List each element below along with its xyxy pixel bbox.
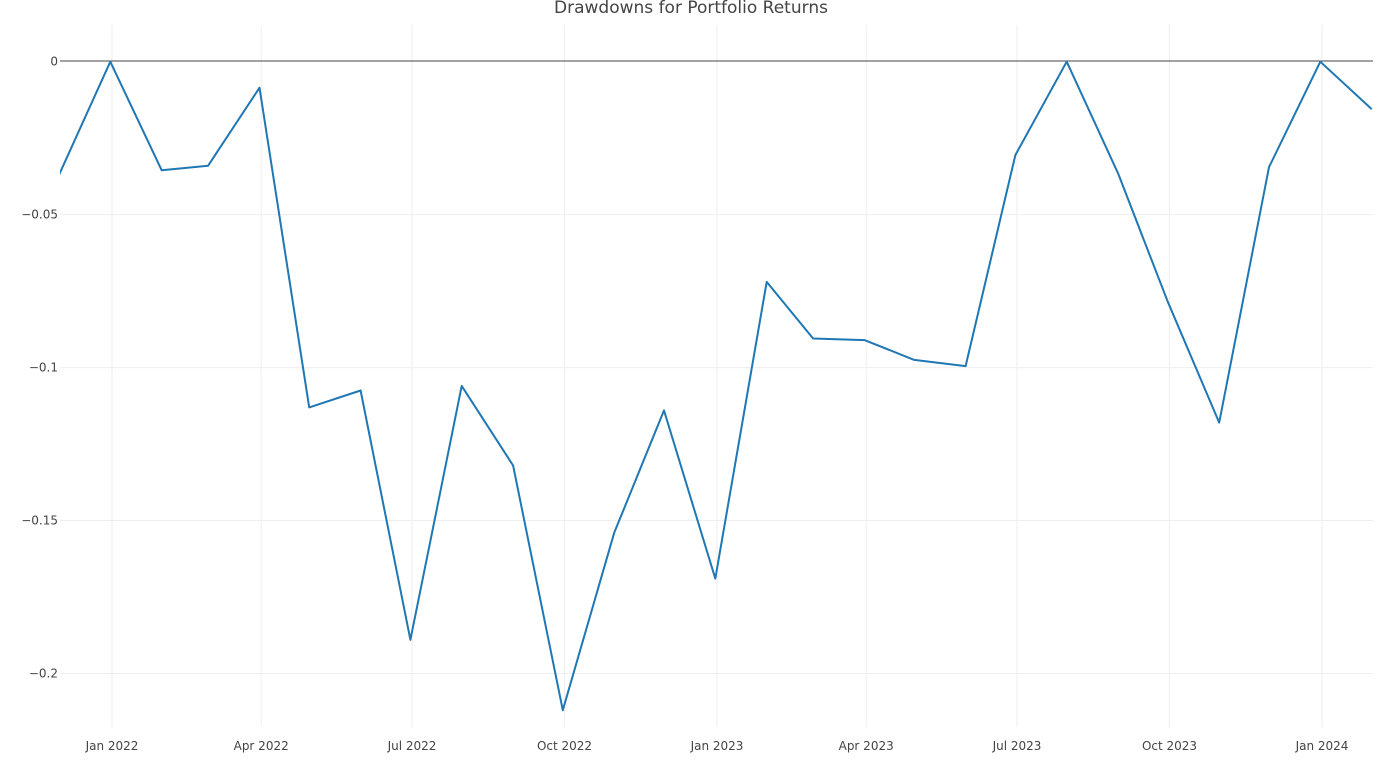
x-axis-tick-labels: Jan 2022 Apr 2022 Jul 2022 Oct 2022 Jan 2023… — [85, 739, 1349, 753]
x-tick-label: Apr 2023 — [839, 739, 894, 753]
y-tick-label: −0.15 — [21, 514, 58, 528]
chart-title: Drawdowns for Portfolio Returns — [554, 0, 828, 18]
x-gridlines — [111, 25, 1323, 727]
x-tick-label: Jan 2023 — [690, 739, 744, 753]
y-tick-label: −0.05 — [21, 208, 58, 222]
drawdown-series-line — [60, 60, 1373, 712]
x-tick-label: Jan 2022 — [85, 739, 139, 753]
y-tick-label: −0.1 — [29, 361, 58, 375]
x-tick-label: Oct 2022 — [537, 739, 592, 753]
y-tick-label: −0.2 — [29, 666, 58, 680]
x-tick-label: Jul 2023 — [992, 739, 1042, 753]
x-tick-label: Apr 2022 — [234, 739, 289, 753]
y-axis-tick-labels: 0 −0.05 −0.1 −0.15 −0.2 — [21, 55, 58, 681]
x-tick-label: Jul 2022 — [387, 739, 437, 753]
series-layer — [60, 60, 1373, 712]
y-tick-label: 0 — [50, 55, 58, 69]
x-tick-label: Jan 2024 — [1295, 739, 1349, 753]
x-tick-label: Oct 2023 — [1142, 739, 1197, 753]
